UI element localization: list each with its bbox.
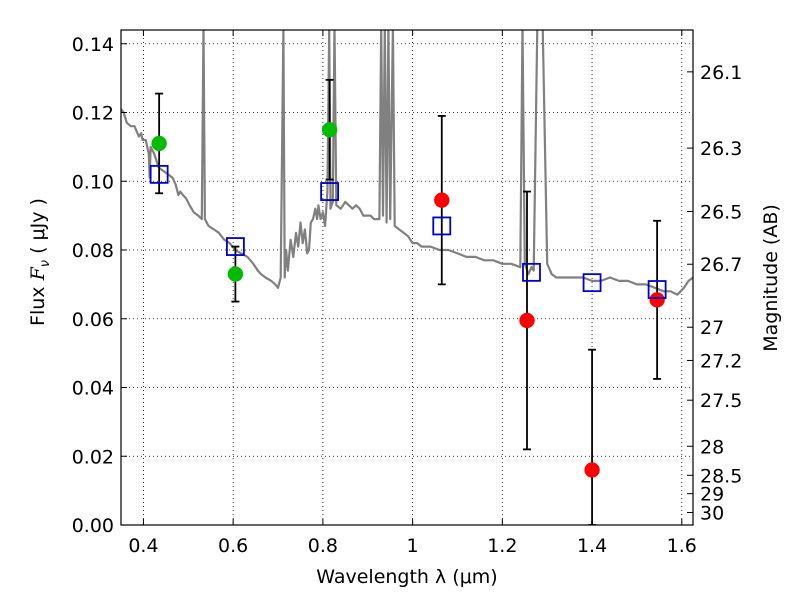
right-tick-label: 26.5 xyxy=(700,201,742,223)
y-tick-label: 0.14 xyxy=(72,34,114,56)
model-square-marker xyxy=(647,280,667,299)
right-axis-label: Magnitude (AB) xyxy=(760,204,782,352)
axis-ticks xyxy=(121,30,693,526)
model-square-marker xyxy=(149,164,169,184)
x-tick-label: 0.4 xyxy=(128,535,158,557)
model-square-marker xyxy=(582,273,602,293)
model-square-marker xyxy=(320,182,340,201)
red-point xyxy=(519,312,535,329)
y-label-prefix: Flux xyxy=(27,280,49,326)
model-spectrum xyxy=(121,30,693,296)
right-tick-label: 26.3 xyxy=(700,138,742,160)
right-tick-label: 29 xyxy=(700,484,724,506)
model-square-marker xyxy=(432,216,452,236)
x-tick-label: 1.2 xyxy=(487,535,517,557)
y-label-suffix: ( μJy ) xyxy=(27,198,49,260)
x-tick-label: 1.6 xyxy=(667,535,697,557)
right-tick-label: 27 xyxy=(700,317,724,339)
right-tick-label: 26.7 xyxy=(700,254,742,276)
y-tick-label: 0.10 xyxy=(72,171,114,193)
x-axis-label: Wavelength λ (μm) xyxy=(316,566,497,588)
y-tick-label: 0.02 xyxy=(72,446,114,468)
x-tick-label: 0.6 xyxy=(218,535,248,557)
y-tick-label: 0.08 xyxy=(72,240,114,262)
tick-labels: 0.4 0.6 0.8 1 1.2 1.4 1.6 0.00 0.02 0.04 0.06 0.08 0… xyxy=(72,34,743,557)
right-tick-label: 27.5 xyxy=(700,390,742,412)
x-tick-label: 0.8 xyxy=(308,535,338,557)
y-tick-label: 0.00 xyxy=(72,515,114,537)
right-tick-label: 26.1 xyxy=(700,62,742,84)
y-tick-label: 0.06 xyxy=(72,309,114,331)
y-axis-label: Flux Fν ( μJy ) xyxy=(27,198,53,326)
model-square-marker xyxy=(225,237,245,256)
error-bars xyxy=(155,78,662,525)
green-point xyxy=(227,266,244,282)
plot-frame xyxy=(120,29,694,526)
right-tick-label: 30 xyxy=(700,503,724,525)
red-point xyxy=(649,292,665,308)
y-tick-label: 0.04 xyxy=(72,378,114,400)
y-tick-label: 0.12 xyxy=(72,103,114,125)
model-square-marker xyxy=(522,262,541,282)
y-label-subscript: ν xyxy=(38,260,53,267)
red-point xyxy=(584,462,600,478)
red-point xyxy=(434,192,450,208)
x-tick-label: 1.4 xyxy=(577,535,607,557)
right-tick-label: 28 xyxy=(700,436,724,458)
green-point xyxy=(151,135,167,152)
x-tick-label: 1 xyxy=(407,535,419,557)
right-tick-label: 28.5 xyxy=(700,465,742,487)
y-label-symbol: F xyxy=(27,266,49,281)
data-markers xyxy=(149,121,667,478)
green-point xyxy=(321,121,338,138)
model-spectrum-line xyxy=(121,30,693,296)
right-tick-label: 27.2 xyxy=(700,350,742,372)
